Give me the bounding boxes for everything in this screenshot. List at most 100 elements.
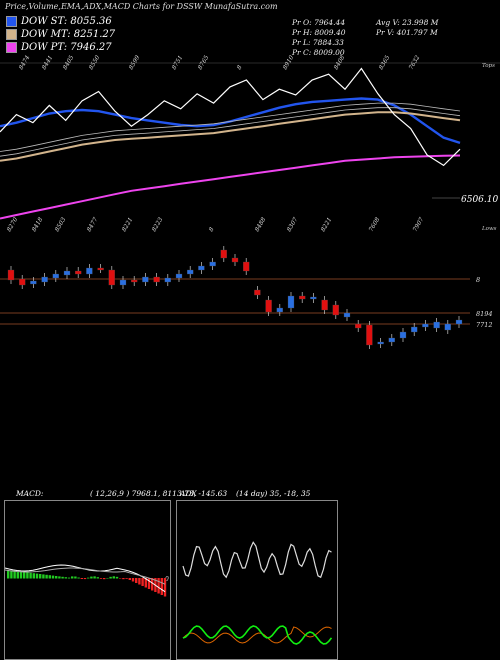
candle (119, 279, 127, 286)
top-label: 8910 (282, 54, 296, 71)
lows-axis-label: Lows (481, 226, 497, 232)
candle-level-label: 8194 (476, 310, 493, 318)
candle (243, 261, 250, 272)
macd-histogram-bar (29, 572, 32, 579)
candle (142, 276, 149, 283)
candle (299, 295, 306, 300)
legend-mt-swatch (6, 29, 17, 40)
macd-histogram-bar (103, 578, 106, 580)
top-label: 7632 (408, 54, 422, 71)
stat-pr-v: Pr V: 401.797 M (376, 28, 438, 37)
candle (265, 299, 272, 313)
macd-histogram-bar (160, 578, 163, 595)
adx-params: (14 day) 35, -18, 35 (236, 489, 311, 498)
candle (287, 295, 295, 309)
chart-title: Price,Volume,EMA,ADX,MACD Charts for DSS… (5, 2, 278, 11)
macd-histogram-bar (125, 578, 128, 579)
candle-level-label: 8 (476, 276, 480, 284)
candle (30, 280, 37, 285)
top-label: 8751 (171, 54, 185, 71)
macd-histogram-bar (96, 577, 99, 579)
macd-histogram-bar (138, 578, 141, 585)
top-label: 8365 (378, 54, 392, 71)
candle (231, 257, 239, 263)
legend-pt: DOW PT: 7946.27 (6, 42, 112, 53)
macd-histogram-bar (157, 578, 160, 594)
top-label: 8405 (62, 54, 76, 71)
stat-pr-h: Pr H: 8009.40 (292, 28, 346, 37)
top-label: 8408 (333, 54, 347, 71)
candle (399, 331, 407, 339)
macd-histogram-bar (67, 577, 71, 579)
macd-histogram-bar (7, 570, 10, 579)
macd-histogram-bar (58, 576, 61, 579)
macd-histogram-bar (10, 570, 13, 579)
top-label: 8599 (128, 54, 142, 71)
legend-st-swatch (6, 16, 17, 27)
macd-histogram-bar (74, 576, 77, 579)
top-label: 8 (236, 64, 244, 71)
candle (220, 249, 227, 259)
macd-histogram-bar (90, 576, 93, 579)
stat-pr-l: Pr L: 7884.33 (292, 38, 344, 47)
macd-histogram-bar (151, 578, 154, 591)
legend-mt-label: DOW MT: 8251.27 (21, 29, 116, 40)
macd-histogram-bar (122, 578, 125, 580)
macd-zero-label: 0 (165, 576, 169, 583)
macd-histogram-bar (48, 575, 51, 579)
low-label: 8477 (86, 216, 100, 233)
macd-histogram-bar (83, 578, 87, 580)
macd-histogram-bar (131, 578, 135, 582)
macd-histogram-bar (112, 576, 115, 579)
low-label: 8221 (121, 216, 135, 233)
low-label: 7907 (412, 216, 426, 233)
candle (19, 278, 26, 286)
legend-pt-swatch (6, 42, 17, 53)
macd-histogram-bar (80, 578, 83, 580)
macd-histogram-bar (42, 574, 45, 579)
candle (86, 267, 93, 275)
price-line (0, 67, 461, 167)
ema-band-line (0, 102, 461, 152)
candle (388, 337, 395, 343)
macd-histogram-bar (93, 576, 96, 579)
macd-histogram-bar (51, 575, 55, 579)
ema-line-mt (0, 111, 461, 162)
macd-histogram-bar (135, 578, 138, 583)
candle (422, 323, 429, 328)
top-label: 8474 (18, 54, 32, 71)
macd-histogram-bar (16, 571, 19, 579)
candle (108, 269, 115, 286)
legend-mt: DOW MT: 8251.27 (6, 29, 115, 40)
macd-histogram-bar (115, 576, 119, 579)
candle (164, 277, 171, 283)
candle (63, 270, 71, 276)
low-label: 8223 (151, 216, 165, 233)
low-label: 7608 (368, 216, 382, 233)
macd-histogram-bar (163, 578, 167, 597)
legend-st-label: DOW ST: 8055.36 (21, 16, 112, 27)
stat-pr-c: Pr C: 8009.00 (292, 48, 345, 57)
macd-histogram-bar (55, 576, 58, 579)
candle (377, 341, 384, 345)
low-label: 8270 (6, 216, 20, 233)
candle (433, 321, 440, 329)
low-label: 8503 (54, 216, 68, 233)
macd-histogram-bar (64, 577, 67, 579)
stat-avg-v: Avg V: 23.998 M (376, 18, 439, 27)
macd-signal-line (4, 567, 166, 585)
candle (97, 267, 104, 271)
candle (131, 279, 138, 283)
candle (444, 323, 451, 331)
adx-line (182, 541, 332, 579)
macd-histogram-bar (128, 578, 131, 580)
ema-band-line (0, 107, 461, 157)
candle (343, 312, 351, 318)
macd-histogram-bar (23, 572, 26, 579)
candle (355, 323, 362, 329)
candle (41, 276, 48, 283)
tops-axis-label: Tops (482, 63, 495, 69)
legend-pt-label: DOW PT: 7946.27 (21, 42, 112, 53)
macd-histogram-bar (35, 573, 39, 579)
macd-histogram-bar (147, 578, 151, 589)
